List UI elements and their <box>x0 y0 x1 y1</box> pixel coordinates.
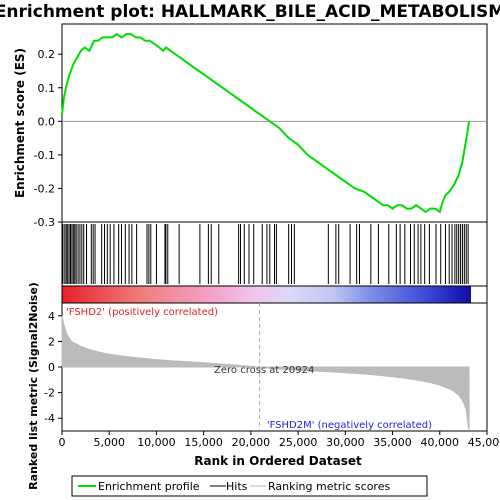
metric-axis-label: Ranked list metric (Signal2Noise) <box>27 282 40 490</box>
x-axis: 0 5,000 10,000 15,000 20,000 25,000 30,000 35,0… <box>59 431 500 449</box>
metric-y-tick-label: 4 <box>48 310 55 323</box>
es-y-tick-label: 0.0 <box>38 115 56 128</box>
hit-lines <box>62 224 469 284</box>
metric-y-tick-label: -4 <box>44 412 55 425</box>
x-tick-label: 35,000 <box>373 436 412 449</box>
es-y-tick-label: -0.3 <box>34 216 55 229</box>
x-tick-label: 45,000 <box>468 436 500 449</box>
es-panel-frame <box>61 23 488 223</box>
metric-panel: 420-2-4 'FSHD2' (positively correlated) … <box>44 302 488 432</box>
x-tick-label: 20,000 <box>232 436 271 449</box>
positive-label: 'FSHD2' (positively correlated) <box>66 307 218 318</box>
x-tick-label: 15,000 <box>184 436 223 449</box>
negative-label: 'FSHD2M' (negatively correlated) <box>267 420 432 431</box>
es-y-tick-label: -0.1 <box>34 149 55 162</box>
legend: Enrichment profile Hits Ranking metric s… <box>71 475 428 497</box>
legend-hits-label: Hits <box>226 480 248 493</box>
hits-panel <box>61 221 488 287</box>
metric-y-axis: 4 2 0 -2 -4 <box>44 310 62 425</box>
es-profile-line <box>61 32 471 214</box>
es-panel: 0.2 0.1 0.0 -0.1 -0.2 -0.3 <box>34 23 488 229</box>
metric-y-tick-label: 2 <box>48 335 55 348</box>
metric-y-tick-label: -2 <box>44 387 55 400</box>
x-tick-label: 10,000 <box>137 436 176 449</box>
x-tick-label: 25,000 <box>279 436 318 449</box>
metric-y-tick-label: 0 <box>48 361 55 374</box>
es-y-axis: 0.2 0.1 0.0 -0.1 -0.2 -0.3 <box>34 48 62 229</box>
es-y-tick-label: 0.2 <box>38 48 56 61</box>
es-axis-label: Enrichment score (ES) <box>13 48 27 198</box>
legend-metric-label: Ranking metric scores <box>268 480 390 493</box>
es-y-tick-label: -0.2 <box>34 182 55 195</box>
legend-es-label: Enrichment profile <box>98 480 200 493</box>
legend-frame <box>71 475 428 497</box>
chart-title: Enrichment plot: HALLMARK_BILE_ACID_META… <box>0 2 500 22</box>
x-tick-label: 5,000 <box>93 436 125 449</box>
metric-area <box>61 315 470 432</box>
x-axis-label: Rank in Ordered Dataset <box>194 454 362 468</box>
zero-cross-label: Zero cross at 20924 <box>214 365 314 376</box>
rank-color-bar <box>62 286 471 303</box>
x-tick-label: 0 <box>59 436 66 449</box>
x-tick-label: 40,000 <box>421 436 460 449</box>
es-y-tick-label: 0.1 <box>38 82 56 95</box>
x-tick-label: 30,000 <box>326 436 365 449</box>
